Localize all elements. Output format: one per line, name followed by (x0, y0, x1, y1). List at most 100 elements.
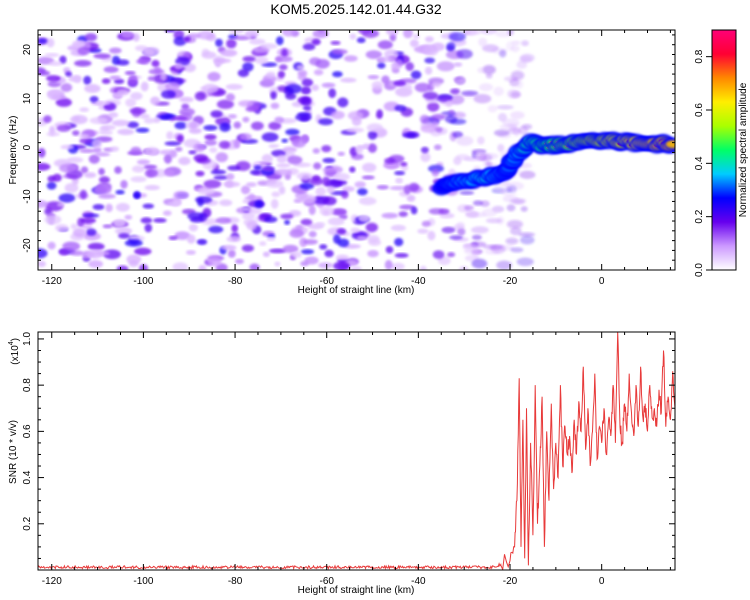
spectrogram-noise-cell (389, 185, 407, 191)
spectrogram-noise-cell (357, 188, 368, 196)
spectrogram-noise-cell (129, 107, 146, 115)
spectrogram-noise-cell (92, 204, 105, 210)
spectrogram-noise-cell (313, 162, 322, 170)
spectrogram-noise-cell (516, 80, 524, 89)
spectrogram-noise-cell (218, 140, 231, 149)
spectrogram-noise-cell (358, 214, 370, 223)
spectrogram-noise-cell (300, 249, 315, 255)
spectrogram-noise-cell (299, 194, 317, 204)
spectrogram-noise-cell (204, 139, 217, 146)
spectrogram-noise-cell (240, 133, 252, 141)
spectrogram-noise-cell (449, 118, 467, 125)
spectrogram-noise-cell (452, 111, 466, 119)
spectrogram-noise-cell (282, 30, 296, 37)
spectrogram-noise-cell (519, 170, 536, 179)
spectrogram-noise-cell (391, 61, 398, 71)
spectrogram-noise-cell (213, 175, 229, 180)
spectrogram-noise-cell (171, 116, 189, 121)
spectrogram-noise-cell (274, 261, 281, 267)
spectrogram-noise-cell (120, 180, 128, 189)
spectrogram-noise-cell (291, 138, 306, 148)
colorbar-tick-label: 0.8 (694, 49, 705, 63)
spectrogram-noise-cell (226, 38, 237, 49)
spectrogram-noise-cell (381, 212, 399, 219)
spectrogram-noise-cell (356, 37, 366, 44)
spectrogram-noise-cell (128, 74, 138, 85)
spectrogram-noise-cell (367, 143, 377, 153)
spectrogram-noise-cell (274, 116, 285, 124)
spectrogram-noise-cell (456, 136, 474, 146)
spectrogram-noise-cell (93, 147, 102, 154)
spectrogram-noise-cell (424, 66, 433, 75)
spectrogram-noise-cell (377, 40, 393, 50)
spectrogram-noise-cell (264, 216, 278, 223)
spectrogram-noise-cell (349, 166, 356, 173)
spectrogram-noise-cell (80, 166, 89, 174)
spectrogram-noise-cell (174, 231, 191, 240)
spectrogram-noise-cell (361, 175, 375, 180)
spectrogram-noise-cell (428, 208, 445, 215)
spectrogram-noise-cell (60, 83, 73, 92)
spectrogram-noise-cell (202, 83, 219, 94)
spectrogram-noise-cell (118, 233, 130, 239)
spectrogram-noise-cell (86, 228, 97, 236)
spectrogram-noise-cell (471, 234, 482, 240)
spectrogram-noise-cell (203, 124, 218, 131)
spectrogram-noise-cell (125, 98, 137, 107)
spectrogram-noise-cell (113, 218, 126, 228)
spectrogram-noise-cell (507, 89, 521, 99)
spectrogram-noise-cell (58, 193, 76, 203)
spectrogram-noise-cell (219, 122, 231, 132)
spectrogram-noise-cell (346, 127, 365, 133)
spectrogram-noise-cell (235, 258, 244, 264)
spectrogram-noise-cell (226, 235, 242, 243)
spectrogram-noise-cell (502, 195, 519, 203)
spectrogram-noise-cell (309, 177, 324, 186)
spectrogram-noise-cell (173, 190, 189, 200)
spectrogram-noise-cell (237, 69, 249, 78)
spectrogram-noise-cell (384, 157, 396, 164)
spectrogram-noise-cell (322, 157, 336, 164)
spectrogram-noise-cell (109, 146, 120, 152)
spectrogram-noise-cell (474, 150, 485, 161)
spectrogram-noise-cell (390, 224, 406, 231)
spectrogram-noise-cell (139, 114, 150, 119)
spectrogram-noise-cell (44, 214, 62, 225)
spectrogram-noise-cell (115, 202, 130, 212)
spectrogram-noise-cell (49, 61, 62, 66)
spectrogram-noise-cell (463, 30, 478, 36)
spectrogram-noise-cell (98, 168, 105, 176)
spectrogram-noise-cell (99, 176, 110, 184)
spectrogram-noise-cell (64, 183, 79, 193)
spectrogram-noise-cell (254, 200, 264, 209)
spectrogram-noise-cell (279, 64, 288, 71)
spectrogram-noise-cell (124, 214, 133, 220)
spectrogram-noise-cell (428, 164, 444, 173)
spectrogram-x-tick-label: -60 (319, 276, 334, 287)
spectrogram-noise-cell (79, 148, 95, 153)
spectrogram-noise-cell (367, 235, 380, 244)
spectrogram-noise-cell (130, 176, 147, 183)
spectrogram-noise-cell (300, 96, 312, 107)
spectrogram-noise-cell (108, 112, 119, 118)
spectrogram-noise-cell (506, 181, 524, 191)
snr-x-tick-label: -40 (411, 576, 426, 587)
spectrogram-noise-cell (117, 128, 135, 136)
svg-text:(x104): (x104) (8, 338, 21, 365)
spectrogram-noise-cell (84, 84, 101, 93)
spectrogram-noise-cell (245, 182, 257, 188)
spectrogram-noise-cell (94, 185, 112, 195)
spectrogram-noise-cell (143, 164, 158, 170)
spectrogram-noise-cell (510, 111, 525, 120)
spectrogram-noise-cell (365, 50, 382, 59)
spectrogram-noise-cell (395, 177, 403, 184)
spectrogram-noise-cell (143, 117, 155, 124)
spectrogram-noise-cell (194, 91, 206, 101)
spectrogram-noise-cell (142, 203, 155, 209)
spectrogram-noise-cell (225, 83, 243, 90)
spectrogram-noise-cell (268, 121, 282, 131)
spectrogram-noise-cell (469, 212, 487, 218)
spectrogram-noise-cell (166, 131, 174, 140)
spectrogram-noise-cell (335, 254, 349, 261)
spectrogram-noise-cell (431, 114, 446, 121)
